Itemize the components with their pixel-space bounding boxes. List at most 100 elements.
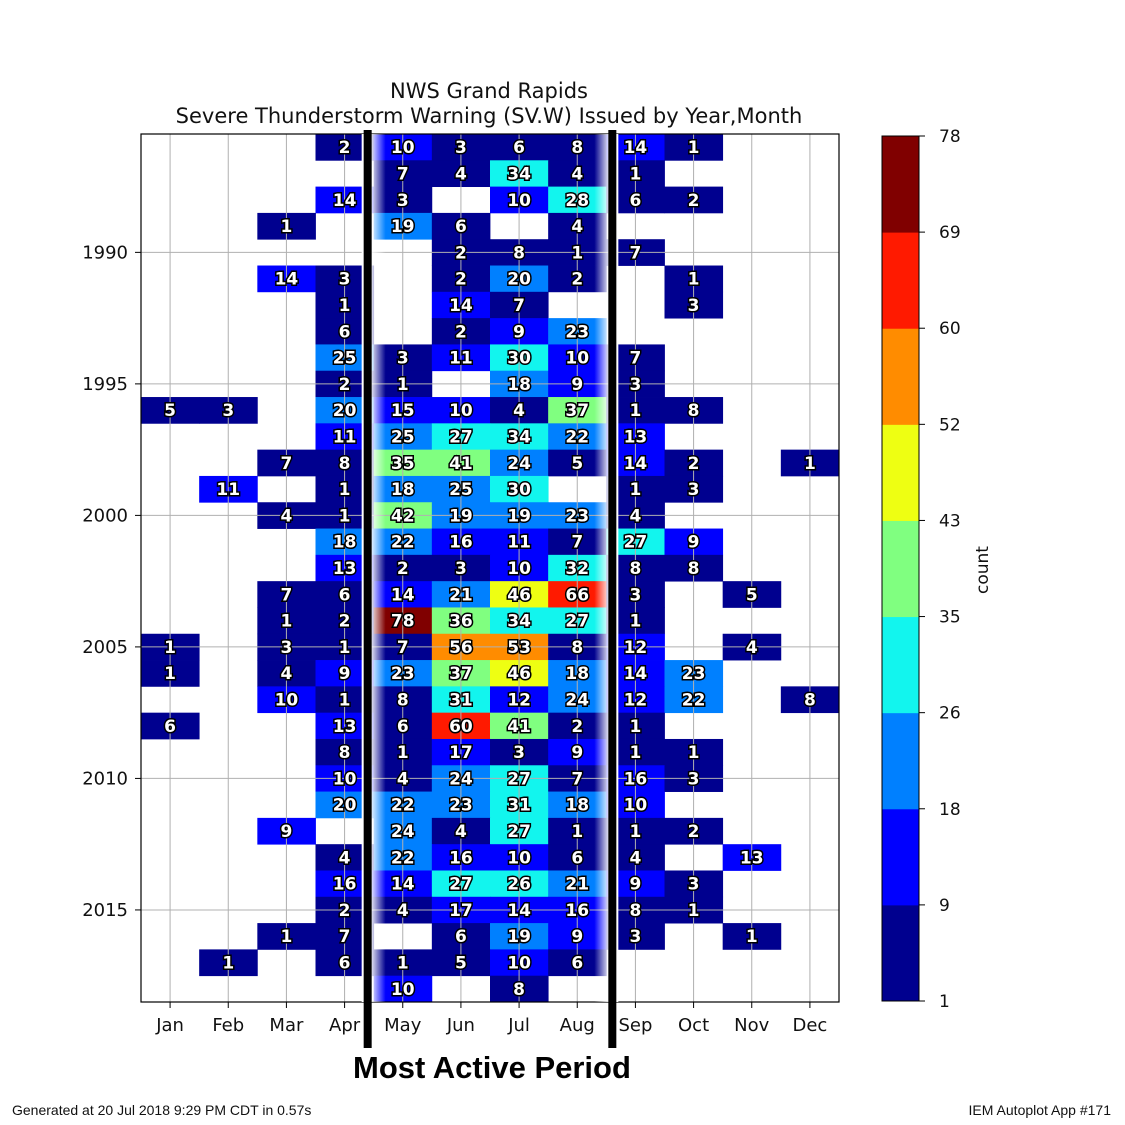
cell-value-label: 7 (513, 296, 525, 316)
cell-value-label: 27 (507, 769, 531, 789)
cell-value-label: 9 (571, 375, 583, 395)
x-tick-label: Jun (446, 1015, 475, 1036)
cell-value-label: 8 (688, 559, 700, 579)
cell-value-label: 46 (507, 664, 531, 684)
colorbar-segment (882, 520, 919, 618)
cell-value-label: 23 (391, 664, 415, 684)
cell-value-label: 78 (391, 612, 415, 632)
cell-value-label: 1 (397, 954, 409, 974)
cell-value-label: 31 (449, 691, 473, 711)
cell-value-label: 10 (449, 401, 473, 421)
y-tick-label: 1990 (82, 242, 128, 263)
cell-value-label: 7 (571, 769, 583, 789)
cell-value-label: 8 (571, 138, 583, 158)
x-tick-label: Oct (678, 1015, 709, 1036)
cell-value-label: 8 (688, 401, 700, 421)
y-tick-label: 2015 (82, 900, 128, 921)
cell-value-label: 24 (565, 691, 589, 711)
cell-value-label: 8 (629, 559, 641, 579)
cell-value-label: 1 (339, 296, 351, 316)
cell-value-label: 17 (449, 743, 473, 763)
cell-value-label: 5 (571, 454, 583, 474)
x-tick-label: Aug (560, 1015, 595, 1036)
cell-value-label: 10 (507, 954, 531, 974)
colorbar-segment (882, 808, 919, 906)
cell-value-label: 4 (513, 401, 525, 421)
cell-value-label: 4 (455, 164, 467, 184)
colorbar-segment (882, 136, 919, 233)
cell-value-label: 36 (449, 612, 473, 632)
x-tick-label: Apr (329, 1015, 361, 1036)
cell-value-label: 24 (507, 454, 531, 474)
cell-value-label: 2 (339, 612, 351, 632)
cell-value-label: 8 (339, 454, 351, 474)
cell-value-label: 10 (507, 191, 531, 211)
cell-value-label: 4 (280, 506, 292, 526)
cell-value-label: 37 (449, 664, 473, 684)
cell-value-label: 1 (571, 822, 583, 842)
cell-value-label: 1 (629, 822, 641, 842)
cell-value-label: 18 (333, 533, 357, 553)
cell-value-label: 7 (571, 533, 583, 553)
x-tick-label: Dec (792, 1015, 827, 1036)
x-tick-label: Nov (734, 1015, 769, 1036)
cell-value-label: 6 (339, 322, 351, 342)
colorbar-tick-label: 78 (939, 127, 961, 147)
cell-value-label: 18 (565, 796, 589, 816)
x-tick-label: May (384, 1015, 422, 1036)
cell-value-label: 16 (449, 848, 473, 868)
cell-value-label: 4 (455, 822, 467, 842)
cell-value-label: 1 (804, 454, 816, 474)
cell-value-label: 18 (507, 375, 531, 395)
cell-value-label: 3 (280, 638, 292, 658)
cell-value-label: 14 (391, 875, 415, 895)
cell-value-label: 20 (507, 270, 531, 290)
cell-value-label: 3 (629, 927, 641, 947)
cell-value-label: 9 (571, 743, 583, 763)
colorbar-segment (882, 328, 919, 425)
cell-value-label: 5 (746, 585, 758, 605)
cell-value-label: 2 (688, 822, 700, 842)
cell-value-label: 22 (391, 796, 415, 816)
cell-value-label: 1 (688, 901, 700, 921)
cell-value-label: 27 (565, 612, 589, 632)
cell-value-label: 6 (513, 138, 525, 158)
cell-value-label: 1 (339, 691, 351, 711)
cell-value-label: 19 (449, 506, 473, 526)
x-tick-label: Sep (618, 1015, 652, 1036)
x-tick-label: Feb (212, 1015, 244, 1036)
cell-value-label: 9 (339, 664, 351, 684)
y-tick-label: 2005 (82, 637, 128, 658)
cell-value-label: 23 (565, 506, 589, 526)
most-active-period-annotation: Most Active Period (353, 1050, 631, 1085)
cell-value-label: 22 (391, 848, 415, 868)
cell-value-label: 2 (339, 138, 351, 158)
cell-value-label: 3 (629, 375, 641, 395)
y-tick-label: 2000 (82, 505, 128, 526)
chart-title: NWS Grand Rapids (390, 79, 588, 103)
cell-value-label: 21 (565, 875, 589, 895)
colorbar-tick-label: 35 (939, 608, 961, 628)
cell-value-label: 2 (455, 270, 467, 290)
chart-subtitle: Severe Thunderstorm Warning (SV.W) Issue… (176, 104, 803, 128)
cell-value-label: 3 (397, 349, 409, 369)
colorbar-label: count (973, 546, 993, 594)
cell-value-label: 4 (339, 848, 351, 868)
highlight-bars (361, 130, 619, 1048)
cell-value-label: 2 (688, 454, 700, 474)
cell-value-label: 37 (565, 401, 589, 421)
cell-value-label: 1 (688, 270, 700, 290)
cell-value-label: 10 (507, 559, 531, 579)
axes: Jan Feb Mar Apr May Jun Jul Aug Sep Oct Nov Dec 1990… (82, 133, 840, 1036)
cell-value-label: 4 (397, 901, 409, 921)
colorbar-tick-label: 60 (939, 319, 961, 339)
cell-value-label: 14 (333, 191, 357, 211)
cell-value-label: 1 (629, 717, 641, 737)
cell-value-label: 3 (455, 138, 467, 158)
cell-value-label: 8 (513, 980, 525, 1000)
cell-value-label: 9 (280, 822, 292, 842)
cell-value-label: 11 (333, 427, 357, 447)
cell-value-label: 20 (333, 401, 357, 421)
cell-value-label: 41 (507, 717, 531, 737)
cell-value-label: 6 (455, 927, 467, 947)
